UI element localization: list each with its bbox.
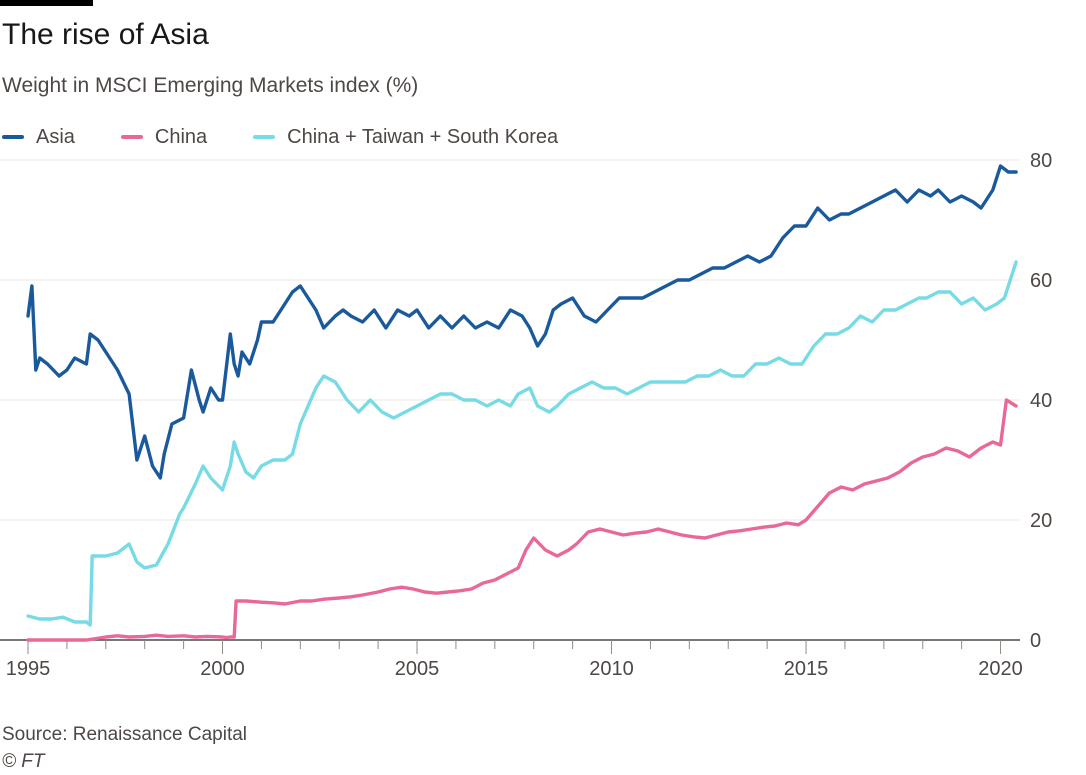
series-line-asia bbox=[26, 164, 1018, 480]
series-line-china-taiwan-south-korea bbox=[26, 260, 1018, 627]
y-tick-label: 0 bbox=[1030, 630, 1041, 652]
y-tick-label: 80 bbox=[1030, 150, 1052, 172]
legend-item-asia: Asia bbox=[2, 126, 75, 149]
ft-top-bar bbox=[0, 0, 93, 6]
x-tick-label: 1995 bbox=[6, 658, 51, 680]
x-tick-label: 2000 bbox=[200, 658, 245, 680]
credit-note: © FT bbox=[2, 751, 45, 772]
legend-label-cts: China + Taiwan + South Korea bbox=[287, 125, 559, 148]
chart-title: The rise of Asia bbox=[2, 18, 209, 51]
y-tick-label: 20 bbox=[1030, 510, 1052, 532]
chart-subtitle: Weight in MSCI Emerging Markets index (%… bbox=[2, 74, 419, 97]
legend-swatch-cts bbox=[253, 135, 276, 139]
x-tick-label: 2010 bbox=[589, 658, 634, 680]
series-line-china bbox=[26, 398, 1018, 642]
x-tick-label: 2020 bbox=[978, 658, 1023, 680]
x-tick-label: 2015 bbox=[784, 658, 829, 680]
x-tick-label: 2005 bbox=[395, 658, 440, 680]
source-note: Source: Renaissance Capital bbox=[2, 724, 248, 745]
legend: Asia China China + Taiwan + South Korea bbox=[2, 124, 604, 150]
y-tick-label: 60 bbox=[1030, 270, 1052, 292]
legend-swatch-china bbox=[120, 135, 143, 139]
legend-swatch-asia bbox=[2, 135, 24, 139]
line-chart: 0 20 40 60 80 1995 2000 2005 2010 2015 2020 bbox=[0, 150, 1052, 680]
legend-label-asia: Asia bbox=[36, 125, 75, 148]
y-tick-label: 40 bbox=[1030, 390, 1052, 412]
legend-item-cts: China + Taiwan + South Korea bbox=[253, 126, 558, 149]
legend-label-china: China bbox=[154, 125, 208, 148]
legend-item-china: China bbox=[120, 125, 208, 149]
